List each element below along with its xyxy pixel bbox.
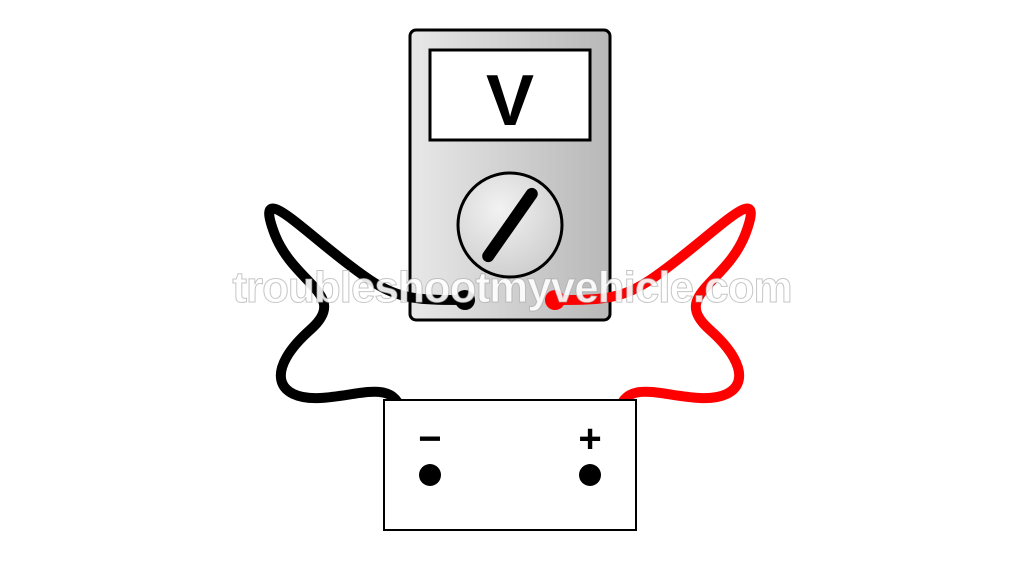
battery-negative-symbol: − xyxy=(418,417,441,461)
multimeter-display-label: V xyxy=(486,61,534,141)
battery-negative-terminal xyxy=(419,464,441,486)
diagram-canvas: V − + troubleshootmyvehicle.com xyxy=(0,0,1024,576)
battery-positive-terminal xyxy=(579,464,601,486)
diagram-svg: V − + xyxy=(0,0,1024,576)
battery-positive-symbol: + xyxy=(578,417,601,461)
